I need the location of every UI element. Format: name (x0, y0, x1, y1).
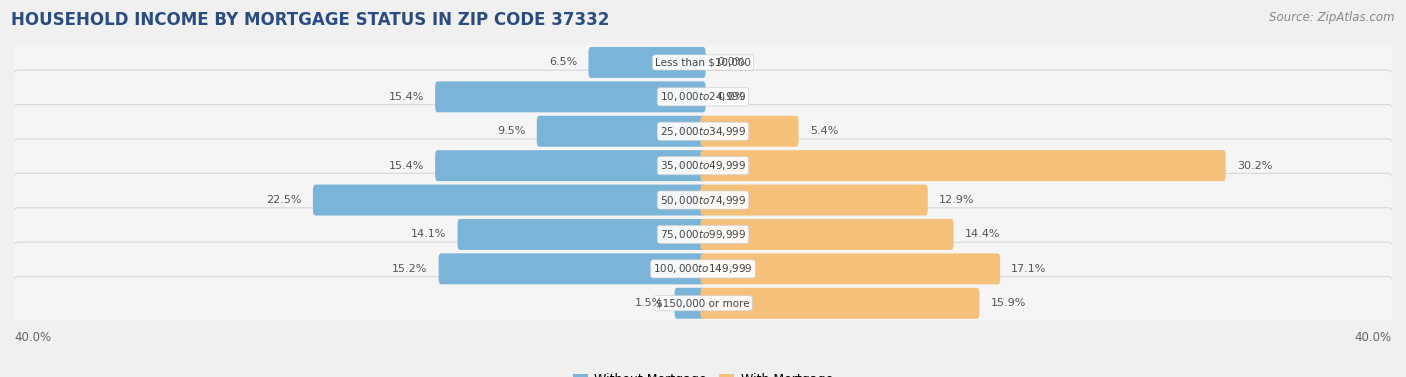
FancyBboxPatch shape (457, 219, 706, 250)
FancyBboxPatch shape (13, 104, 1393, 158)
FancyBboxPatch shape (700, 288, 980, 319)
Text: 30.2%: 30.2% (1237, 161, 1272, 171)
Text: $100,000 to $149,999: $100,000 to $149,999 (654, 262, 752, 275)
FancyBboxPatch shape (13, 139, 1393, 192)
FancyBboxPatch shape (439, 253, 706, 284)
Text: 22.5%: 22.5% (266, 195, 302, 205)
FancyBboxPatch shape (700, 150, 1226, 181)
Legend: Without Mortgage, With Mortgage: Without Mortgage, With Mortgage (568, 368, 838, 377)
Text: Less than $10,000: Less than $10,000 (655, 57, 751, 67)
Text: 15.4%: 15.4% (388, 92, 425, 102)
FancyBboxPatch shape (537, 116, 706, 147)
FancyBboxPatch shape (675, 288, 706, 319)
FancyBboxPatch shape (13, 242, 1393, 296)
Text: 15.2%: 15.2% (392, 264, 427, 274)
Text: 15.9%: 15.9% (991, 298, 1026, 308)
FancyBboxPatch shape (13, 277, 1393, 330)
Text: 40.0%: 40.0% (1355, 331, 1392, 344)
FancyBboxPatch shape (13, 36, 1393, 89)
Text: 9.5%: 9.5% (498, 126, 526, 136)
Text: 12.9%: 12.9% (939, 195, 974, 205)
Text: HOUSEHOLD INCOME BY MORTGAGE STATUS IN ZIP CODE 37332: HOUSEHOLD INCOME BY MORTGAGE STATUS IN Z… (11, 11, 610, 29)
Text: $25,000 to $34,999: $25,000 to $34,999 (659, 125, 747, 138)
Text: $75,000 to $99,999: $75,000 to $99,999 (659, 228, 747, 241)
FancyBboxPatch shape (700, 219, 953, 250)
Text: 0.0%: 0.0% (717, 57, 745, 67)
Text: 5.4%: 5.4% (810, 126, 838, 136)
Text: $150,000 or more: $150,000 or more (657, 298, 749, 308)
FancyBboxPatch shape (589, 47, 706, 78)
Text: $35,000 to $49,999: $35,000 to $49,999 (659, 159, 747, 172)
Text: 15.4%: 15.4% (388, 161, 425, 171)
Text: 0.0%: 0.0% (717, 92, 745, 102)
FancyBboxPatch shape (314, 185, 706, 216)
FancyBboxPatch shape (436, 81, 706, 112)
FancyBboxPatch shape (13, 70, 1393, 124)
Text: 1.5%: 1.5% (636, 298, 664, 308)
Text: 17.1%: 17.1% (1011, 264, 1046, 274)
FancyBboxPatch shape (13, 208, 1393, 261)
Text: $50,000 to $74,999: $50,000 to $74,999 (659, 193, 747, 207)
Text: $10,000 to $24,999: $10,000 to $24,999 (659, 90, 747, 103)
FancyBboxPatch shape (436, 150, 706, 181)
FancyBboxPatch shape (700, 185, 928, 216)
FancyBboxPatch shape (13, 173, 1393, 227)
Text: 40.0%: 40.0% (14, 331, 51, 344)
Text: Source: ZipAtlas.com: Source: ZipAtlas.com (1270, 11, 1395, 24)
Text: 14.4%: 14.4% (965, 230, 1000, 239)
FancyBboxPatch shape (700, 253, 1000, 284)
Text: 14.1%: 14.1% (411, 230, 446, 239)
Text: 6.5%: 6.5% (548, 57, 578, 67)
FancyBboxPatch shape (700, 116, 799, 147)
